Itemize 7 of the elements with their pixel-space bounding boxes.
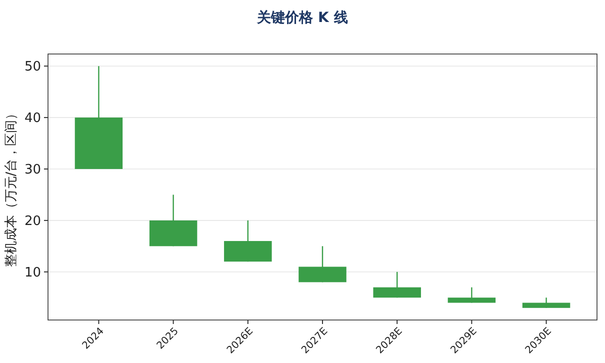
y-tick-label: 40 bbox=[24, 111, 41, 126]
y-tick-label: 10 bbox=[24, 265, 41, 280]
y-tick-label: 50 bbox=[24, 60, 41, 75]
y-axis-title: 整机成本（万元/台，区间） bbox=[4, 106, 19, 268]
chart-title: 关键价格 K 线 bbox=[256, 9, 348, 26]
y-tick-label: 20 bbox=[24, 214, 41, 229]
y-tick-label: 30 bbox=[24, 162, 41, 178]
